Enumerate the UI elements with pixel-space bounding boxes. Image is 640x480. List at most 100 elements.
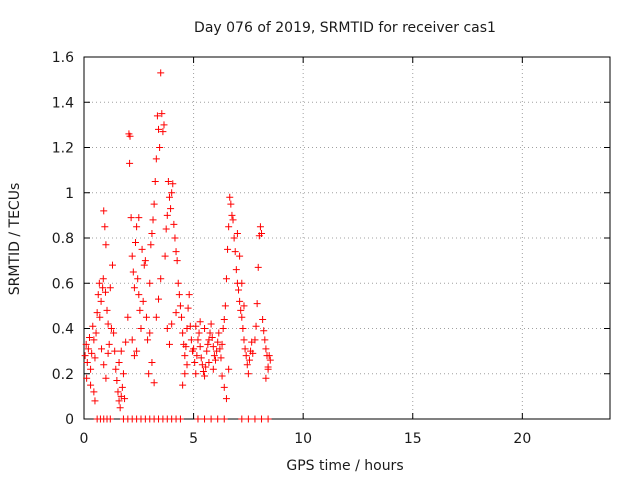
data-point xyxy=(155,125,163,133)
data-point xyxy=(145,370,153,378)
data-point xyxy=(102,241,110,249)
data-point xyxy=(99,275,107,283)
data-point xyxy=(97,297,105,305)
data-point xyxy=(130,352,138,360)
data-point xyxy=(128,252,136,260)
data-point xyxy=(159,128,167,136)
data-point xyxy=(157,275,165,283)
data-point xyxy=(244,370,252,378)
data-point xyxy=(128,336,136,344)
data-point xyxy=(88,349,96,357)
data-point xyxy=(256,223,264,231)
data-point xyxy=(103,306,111,314)
data-point xyxy=(219,325,227,332)
data-point xyxy=(100,207,108,215)
data-point xyxy=(156,144,164,151)
data-point xyxy=(133,223,141,231)
data-point xyxy=(184,304,192,312)
data-point xyxy=(94,291,102,299)
data-point xyxy=(240,302,248,310)
data-point xyxy=(212,356,219,364)
data-point xyxy=(227,200,235,208)
data-point xyxy=(178,313,186,321)
data-point xyxy=(187,336,195,344)
data-point xyxy=(179,381,187,389)
data-point xyxy=(183,361,191,369)
data-point xyxy=(259,315,267,323)
grid-lines xyxy=(84,57,610,419)
data-point xyxy=(182,343,190,351)
data-point xyxy=(116,404,124,412)
axis-ticks: 0 0.2 0.4 0.6 0.8 1 1.2 1.4 1.6 0 5 10 15 20 xyxy=(52,50,610,447)
y-tick-label: 0.6 xyxy=(52,276,74,292)
y-tick-label: 0 xyxy=(65,412,74,428)
data-point xyxy=(102,374,110,382)
data-point xyxy=(238,279,246,287)
data-point xyxy=(181,370,189,378)
y-tick-label: 1.2 xyxy=(52,141,74,157)
data-point xyxy=(192,370,200,378)
data-point xyxy=(105,340,113,348)
data-point xyxy=(262,345,270,353)
data-point xyxy=(214,338,222,346)
data-point xyxy=(83,374,91,382)
data-point xyxy=(266,356,274,364)
data-point xyxy=(141,257,149,265)
plot-frame xyxy=(83,56,611,420)
data-point xyxy=(199,367,207,375)
data-point xyxy=(163,325,171,332)
x-tick-label: 0 xyxy=(80,431,89,447)
data-point xyxy=(113,377,121,385)
data-point xyxy=(251,415,259,423)
data-point xyxy=(150,200,158,208)
data-point xyxy=(151,177,159,185)
data-point xyxy=(262,374,270,382)
data-point xyxy=(117,347,125,355)
data-point xyxy=(83,358,91,366)
data-point xyxy=(81,352,89,360)
data-point xyxy=(127,214,135,222)
data-point xyxy=(136,306,144,314)
data-point xyxy=(203,347,211,355)
data-point xyxy=(174,279,182,287)
data-point xyxy=(196,343,204,351)
data-point xyxy=(172,248,180,256)
data-point xyxy=(158,110,166,118)
data-point xyxy=(232,266,240,274)
data-point xyxy=(233,229,241,237)
data-point xyxy=(208,334,216,342)
data-point xyxy=(214,415,222,423)
y-tick-label: 0.4 xyxy=(52,322,74,338)
data-point xyxy=(104,349,112,357)
data-point xyxy=(132,239,140,247)
data-point xyxy=(190,345,198,353)
data-point xyxy=(118,383,126,391)
data-point xyxy=(209,343,217,351)
data-point xyxy=(175,291,183,299)
data-point xyxy=(168,189,176,197)
data-point xyxy=(135,291,143,299)
data-point xyxy=(146,279,154,287)
data-point xyxy=(129,268,137,276)
data-point xyxy=(96,313,104,321)
data-point xyxy=(241,345,249,353)
data-point xyxy=(181,352,189,360)
data-point xyxy=(165,193,173,201)
x-tick-label: 10 xyxy=(294,431,312,447)
data-point xyxy=(206,329,214,337)
data-point xyxy=(221,302,229,310)
data-point xyxy=(201,325,209,332)
y-tick-label: 0.8 xyxy=(52,231,74,247)
data-point xyxy=(91,397,99,405)
data-point xyxy=(230,234,238,242)
data-point xyxy=(176,302,184,310)
data-point xyxy=(179,329,187,337)
data-point xyxy=(112,365,120,373)
y-tick-label: 1.4 xyxy=(52,95,74,111)
data-point xyxy=(238,415,246,423)
data-point xyxy=(160,121,168,129)
data-point xyxy=(148,229,156,237)
data-point xyxy=(261,336,269,344)
data-point xyxy=(225,365,233,373)
